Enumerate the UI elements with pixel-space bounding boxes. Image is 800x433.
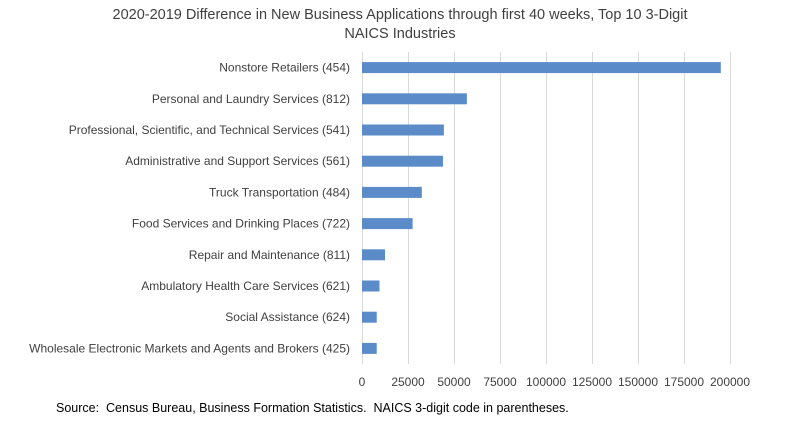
bar-9 bbox=[362, 342, 377, 354]
x-tick-label-4: 100000 bbox=[526, 375, 566, 389]
x-tick-label-5: 125000 bbox=[572, 375, 612, 389]
x-tick-label-7: 175000 bbox=[664, 375, 704, 389]
category-label-7: Ambulatory Health Care Services (621) bbox=[141, 279, 350, 293]
category-label-0: Nonstore Retailers (454) bbox=[219, 61, 350, 75]
category-label-1: Personal and Laundry Services (812) bbox=[152, 92, 350, 106]
bar-0 bbox=[362, 62, 721, 74]
bar-3 bbox=[362, 155, 443, 167]
category-label-6: Repair and Maintenance (811) bbox=[189, 248, 350, 262]
bar-2 bbox=[362, 124, 444, 136]
x-tick-label-6: 150000 bbox=[618, 375, 658, 389]
x-tick-label-8: 200000 bbox=[710, 375, 750, 389]
x-tick-label-2: 50000 bbox=[437, 375, 471, 389]
category-label-8: Social Assistance (624) bbox=[225, 310, 350, 324]
bar-5 bbox=[362, 218, 413, 230]
bar-6 bbox=[362, 249, 385, 261]
chart-title-line-2: NAICS Industries bbox=[344, 26, 456, 42]
bar-1 bbox=[362, 93, 467, 105]
category-label-5: Food Services and Drinking Places (722) bbox=[132, 217, 350, 231]
category-label-4: Truck Transportation (484) bbox=[209, 185, 350, 199]
chart-title-line-1: 2020-2019 Difference in New Business App… bbox=[112, 7, 688, 23]
category-label-9: Wholesale Electronic Markets and Agents … bbox=[29, 341, 350, 355]
source-note: Source: Census Bureau, Business Formatio… bbox=[56, 401, 569, 415]
bar-7 bbox=[362, 280, 380, 292]
chart-title: 2020-2019 Difference in New Business App… bbox=[0, 6, 800, 44]
category-label-2: Professional, Scientific, and Technical … bbox=[69, 123, 350, 137]
bar-8 bbox=[362, 311, 377, 323]
bar-4 bbox=[362, 186, 422, 198]
x-tick-label-1: 25000 bbox=[391, 375, 425, 389]
x-tick-label-0: 0 bbox=[359, 375, 366, 389]
category-label-3: Administrative and Support Services (561… bbox=[125, 154, 350, 168]
x-tick-label-3: 75000 bbox=[483, 375, 517, 389]
